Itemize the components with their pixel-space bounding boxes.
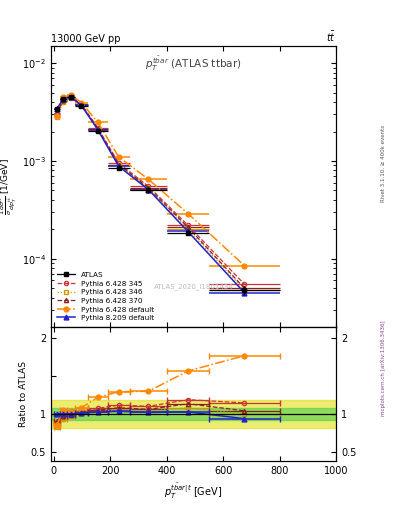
Text: $p_T^{t\bar{b}ar}\ \mathrm{(ATLAS\ ttbar)}$: $p_T^{t\bar{b}ar}\ \mathrm{(ATLAS\ ttbar… <box>145 54 242 73</box>
Y-axis label: $\frac{1}{\sigma}\frac{d\sigma^{t\bar{t}}}{dp_{T}^{t\bar{t}}}\ \mathrm{[1/GeV]}$: $\frac{1}{\sigma}\frac{d\sigma^{t\bar{t}… <box>0 158 19 215</box>
Text: ATLAS_2020_I1801434: ATLAS_2020_I1801434 <box>154 284 233 290</box>
Bar <box>51 400 336 428</box>
Bar <box>51 408 336 420</box>
Legend: ATLAS, Pythia 6.428 345, Pythia 6.428 346, Pythia 6.428 370, Pythia 6.428 defaul: ATLAS, Pythia 6.428 345, Pythia 6.428 34… <box>55 269 156 324</box>
X-axis label: $p^{t\bar{b}ar|t}_{T}\ \mathrm{[GeV]}$: $p^{t\bar{b}ar|t}_{T}\ \mathrm{[GeV]}$ <box>164 481 223 501</box>
Y-axis label: Ratio to ATLAS: Ratio to ATLAS <box>19 361 28 427</box>
Text: mcplots.cern.ch [arXiv:1306.3436]: mcplots.cern.ch [arXiv:1306.3436] <box>381 321 386 416</box>
Text: Rivet 3.1.10, ≥ 400k events: Rivet 3.1.10, ≥ 400k events <box>381 125 386 202</box>
Text: $t\bar{t}$: $t\bar{t}$ <box>326 30 336 44</box>
Text: 13000 GeV pp: 13000 GeV pp <box>51 33 121 44</box>
